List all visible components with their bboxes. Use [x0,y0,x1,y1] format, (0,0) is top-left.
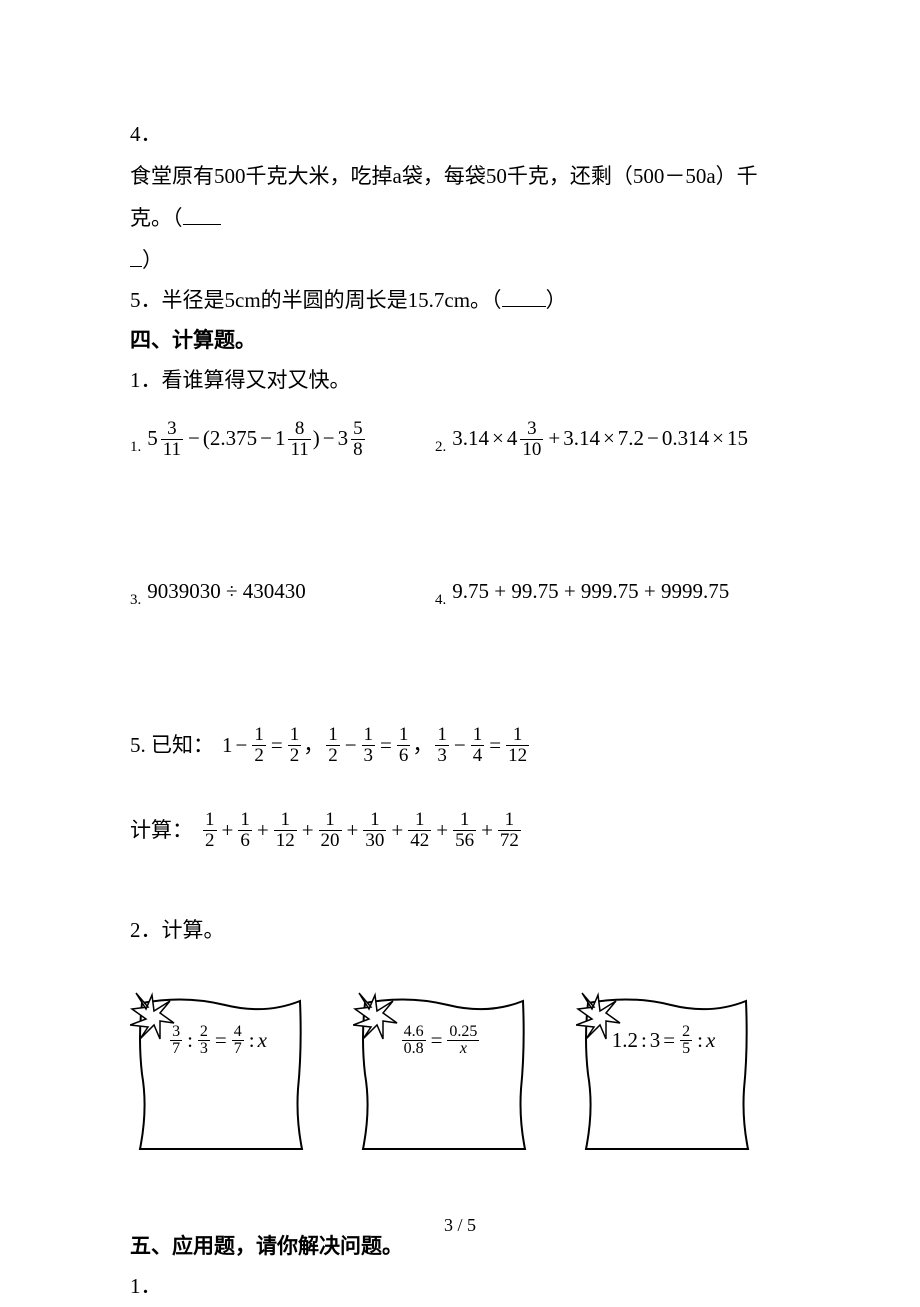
eq2: 2. 3.14× 4 310 +3.14×7.2 −0.314×15 [435,419,748,460]
eq5-known: 5. 已知： 1− 12 = 12 ， 12 − 13 = 16 ， 13 − … [130,725,790,766]
series-frac: 156 [453,810,476,851]
eq4: 4. 9.75 + 99.75 + 999.75 + 9999.75 [435,572,729,612]
q5-text-b: ） [546,288,567,312]
eq1: 1. 5 311 −(2.375− 1 811) − 3 58 [130,419,435,460]
eq2-expr: 3.14× 4 310 +3.14×7.2 −0.314×15 [452,419,748,460]
q5-line: 5．半径是5cm的半圆的周长是15.7cm。（ ） [130,281,790,321]
page: 4． 食堂原有500千克大米，吃掉a袋，每袋50千克，还剩（500－50a）千克… [0,0,920,1302]
card1-expr: 37 : 23 = 47 : x [130,1021,305,1061]
card-3: 1.2 : 3 = 25 : x [576,979,751,1157]
eq-row-1: 1. 5 311 −(2.375− 1 811) − 3 58 2. 3.14×… [130,419,790,460]
q4-text: 食堂原有500千克大米，吃掉a袋，每袋50千克，还剩（500－50a）千克。（ … [130,155,790,281]
card-1: 37 : 23 = 47 : x [130,979,305,1157]
eq4-expr: 9.75 + 99.75 + 999.75 + 9999.75 [452,572,729,612]
eq2-index: 2. [435,433,446,462]
card-row: 37 : 23 = 47 : x 4.60 [130,979,790,1157]
q4-text-b: ） [142,248,163,272]
q5-number: 5． [130,288,162,312]
q4-blank [183,224,221,225]
q4-blank-cont [130,266,142,267]
eq-row-2: 3. 9039030 ÷ 430430 4. 9.75 + 99.75 + 99… [130,572,790,612]
q5-blank [502,306,546,307]
series-frac: 16 [238,810,252,851]
section4-title: 四、计算题。 [130,321,790,361]
q4-text-a: 食堂原有500千克大米，吃掉a袋，每袋50千克，还剩（500－50a）千克。（ [130,164,758,230]
eq5-calc-label: 计算： [130,811,193,851]
series-frac: 12 [203,810,217,851]
series-frac: 120 [319,810,342,851]
eq3: 3. 9039030 ÷ 430430 [130,572,435,612]
eq5-series: 12+16+112+120+130+142+156+172 [201,810,523,851]
card3-expr: 1.2 : 3 = 25 : x [576,1021,751,1061]
section4-p1: 1．看谁算得又对又快。 [130,361,790,401]
eq4-index: 4. [435,586,446,615]
card2-expr: 4.60.8 = 0.25x [353,1021,528,1061]
eq5-known-expr: 1− 12 = 12 ， 12 − 13 = 16 ， 13 − 14 = 11… [222,725,531,766]
series-frac: 142 [408,810,431,851]
eq3-expr: 9039030 ÷ 430430 [147,572,306,612]
series-frac: 130 [363,810,386,851]
q5-text-a: 半径是5cm的半圆的周长是15.7cm。（ [162,288,502,312]
content-area: 4． 食堂原有500千克大米，吃掉a袋，每袋50千克，还剩（500－50a）千克… [130,115,790,1307]
page-footer: 3 / 5 [0,1208,920,1242]
series-frac: 112 [274,810,297,851]
eq5-calc: 计算： 12+16+112+120+130+142+156+172 [130,810,790,851]
eq3-index: 3. [130,586,141,615]
card-2: 4.60.8 = 0.25x [353,979,528,1157]
eq5-label: 5. 已知： [130,726,214,766]
series-frac: 172 [498,810,521,851]
eq1-expr: 5 311 −(2.375− 1 811) − 3 58 [147,419,366,460]
section4-p2: 2．计算。 [130,911,790,951]
eq1-index: 1. [130,433,141,462]
section5-p1: 1． [130,1267,790,1307]
q4-number: 4． [130,115,790,155]
